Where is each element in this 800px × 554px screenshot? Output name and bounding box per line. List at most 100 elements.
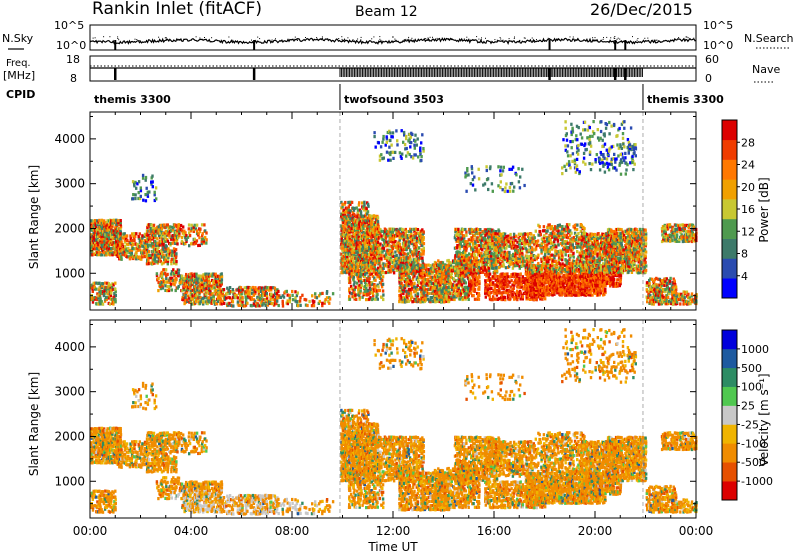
range-cell xyxy=(256,288,259,292)
range-cell xyxy=(474,281,477,285)
range-cell xyxy=(147,260,150,264)
range-cell xyxy=(193,288,197,292)
range-cell xyxy=(205,272,208,276)
range-cell xyxy=(502,232,505,236)
range-cell xyxy=(443,293,446,297)
range-cell xyxy=(128,248,131,253)
range-cell xyxy=(440,276,444,280)
range-cell xyxy=(291,293,294,297)
range-cell xyxy=(126,238,129,242)
range-cell xyxy=(488,238,492,242)
range-cell xyxy=(195,276,198,280)
range-cell xyxy=(182,298,185,302)
nsearch-point xyxy=(613,37,615,39)
range-cell xyxy=(500,264,503,268)
range-cell xyxy=(492,232,495,236)
nsearch-point xyxy=(678,37,680,39)
range-cell xyxy=(378,262,381,266)
range-cell xyxy=(374,278,377,282)
range-cell xyxy=(118,242,122,246)
nsearch-point xyxy=(360,39,362,41)
range-cell xyxy=(487,246,490,250)
range-cell xyxy=(378,256,381,260)
range-cell xyxy=(512,246,516,250)
range-cell xyxy=(120,257,123,261)
range-cell xyxy=(393,228,397,232)
range-cell xyxy=(189,290,192,294)
nsearch-point xyxy=(610,37,612,39)
range-cell xyxy=(121,252,124,256)
range-cell xyxy=(215,283,219,287)
range-cell xyxy=(406,276,409,280)
range-cell xyxy=(395,262,398,266)
range-cell xyxy=(379,273,382,277)
range-cell xyxy=(138,232,141,236)
range-cell xyxy=(149,239,152,243)
range-cell xyxy=(476,279,479,284)
range-cell xyxy=(95,302,99,306)
range-cell xyxy=(470,254,474,258)
range-cell xyxy=(174,241,177,245)
nsearch-point xyxy=(686,36,688,38)
range-cell xyxy=(402,275,406,279)
range-cell xyxy=(92,235,95,239)
range-cell xyxy=(374,284,377,288)
range-cell xyxy=(401,288,405,292)
range-cell xyxy=(174,288,177,293)
range-cell xyxy=(175,260,178,264)
nsearch-point xyxy=(569,36,571,38)
range-cell xyxy=(193,274,197,279)
range-cell xyxy=(470,279,473,283)
range-cell xyxy=(400,229,403,233)
range-cell xyxy=(106,295,109,299)
range-cell xyxy=(172,254,175,258)
range-cell xyxy=(189,284,192,288)
range-cell xyxy=(352,277,355,281)
range-cell xyxy=(472,248,475,252)
range-cell xyxy=(392,238,396,242)
range-cell xyxy=(422,237,425,241)
range-cell xyxy=(95,238,98,242)
nsearch-point xyxy=(228,36,230,38)
range-cell xyxy=(156,242,159,246)
range-cell xyxy=(369,214,372,218)
range-cell xyxy=(398,294,401,298)
range-cell xyxy=(476,281,480,285)
range-cell xyxy=(415,258,419,262)
range-cell xyxy=(371,287,374,291)
range-cell xyxy=(260,300,264,304)
range-cell xyxy=(187,223,191,227)
range-cell xyxy=(498,236,501,240)
nsearch-point xyxy=(616,38,618,40)
range-cell xyxy=(477,297,481,301)
range-cell xyxy=(263,286,266,290)
range-cell xyxy=(257,303,260,307)
range-cell xyxy=(238,303,242,307)
range-cell xyxy=(172,239,175,244)
range-cell xyxy=(418,252,422,256)
range-cell xyxy=(158,234,161,238)
range-cell xyxy=(198,282,202,286)
range-cell xyxy=(108,225,112,229)
range-cell xyxy=(433,298,437,302)
range-cell xyxy=(422,271,426,275)
range-cell xyxy=(512,261,516,266)
range-cell xyxy=(127,246,130,250)
range-cell xyxy=(110,291,113,295)
range-cell xyxy=(410,261,414,265)
range-cell xyxy=(465,285,468,289)
range-cell xyxy=(361,270,365,274)
range-cell xyxy=(521,238,524,242)
range-cell xyxy=(373,223,376,227)
range-cell xyxy=(351,228,354,232)
range-cell xyxy=(409,229,413,233)
range-cell xyxy=(340,224,343,228)
range-cell xyxy=(387,230,390,234)
range-cell xyxy=(175,262,178,266)
range-cell xyxy=(453,236,457,240)
range-cell xyxy=(352,275,356,279)
range-cell xyxy=(147,253,151,257)
range-cell xyxy=(362,234,365,239)
range-cell xyxy=(110,248,113,252)
range-cell xyxy=(510,260,513,264)
